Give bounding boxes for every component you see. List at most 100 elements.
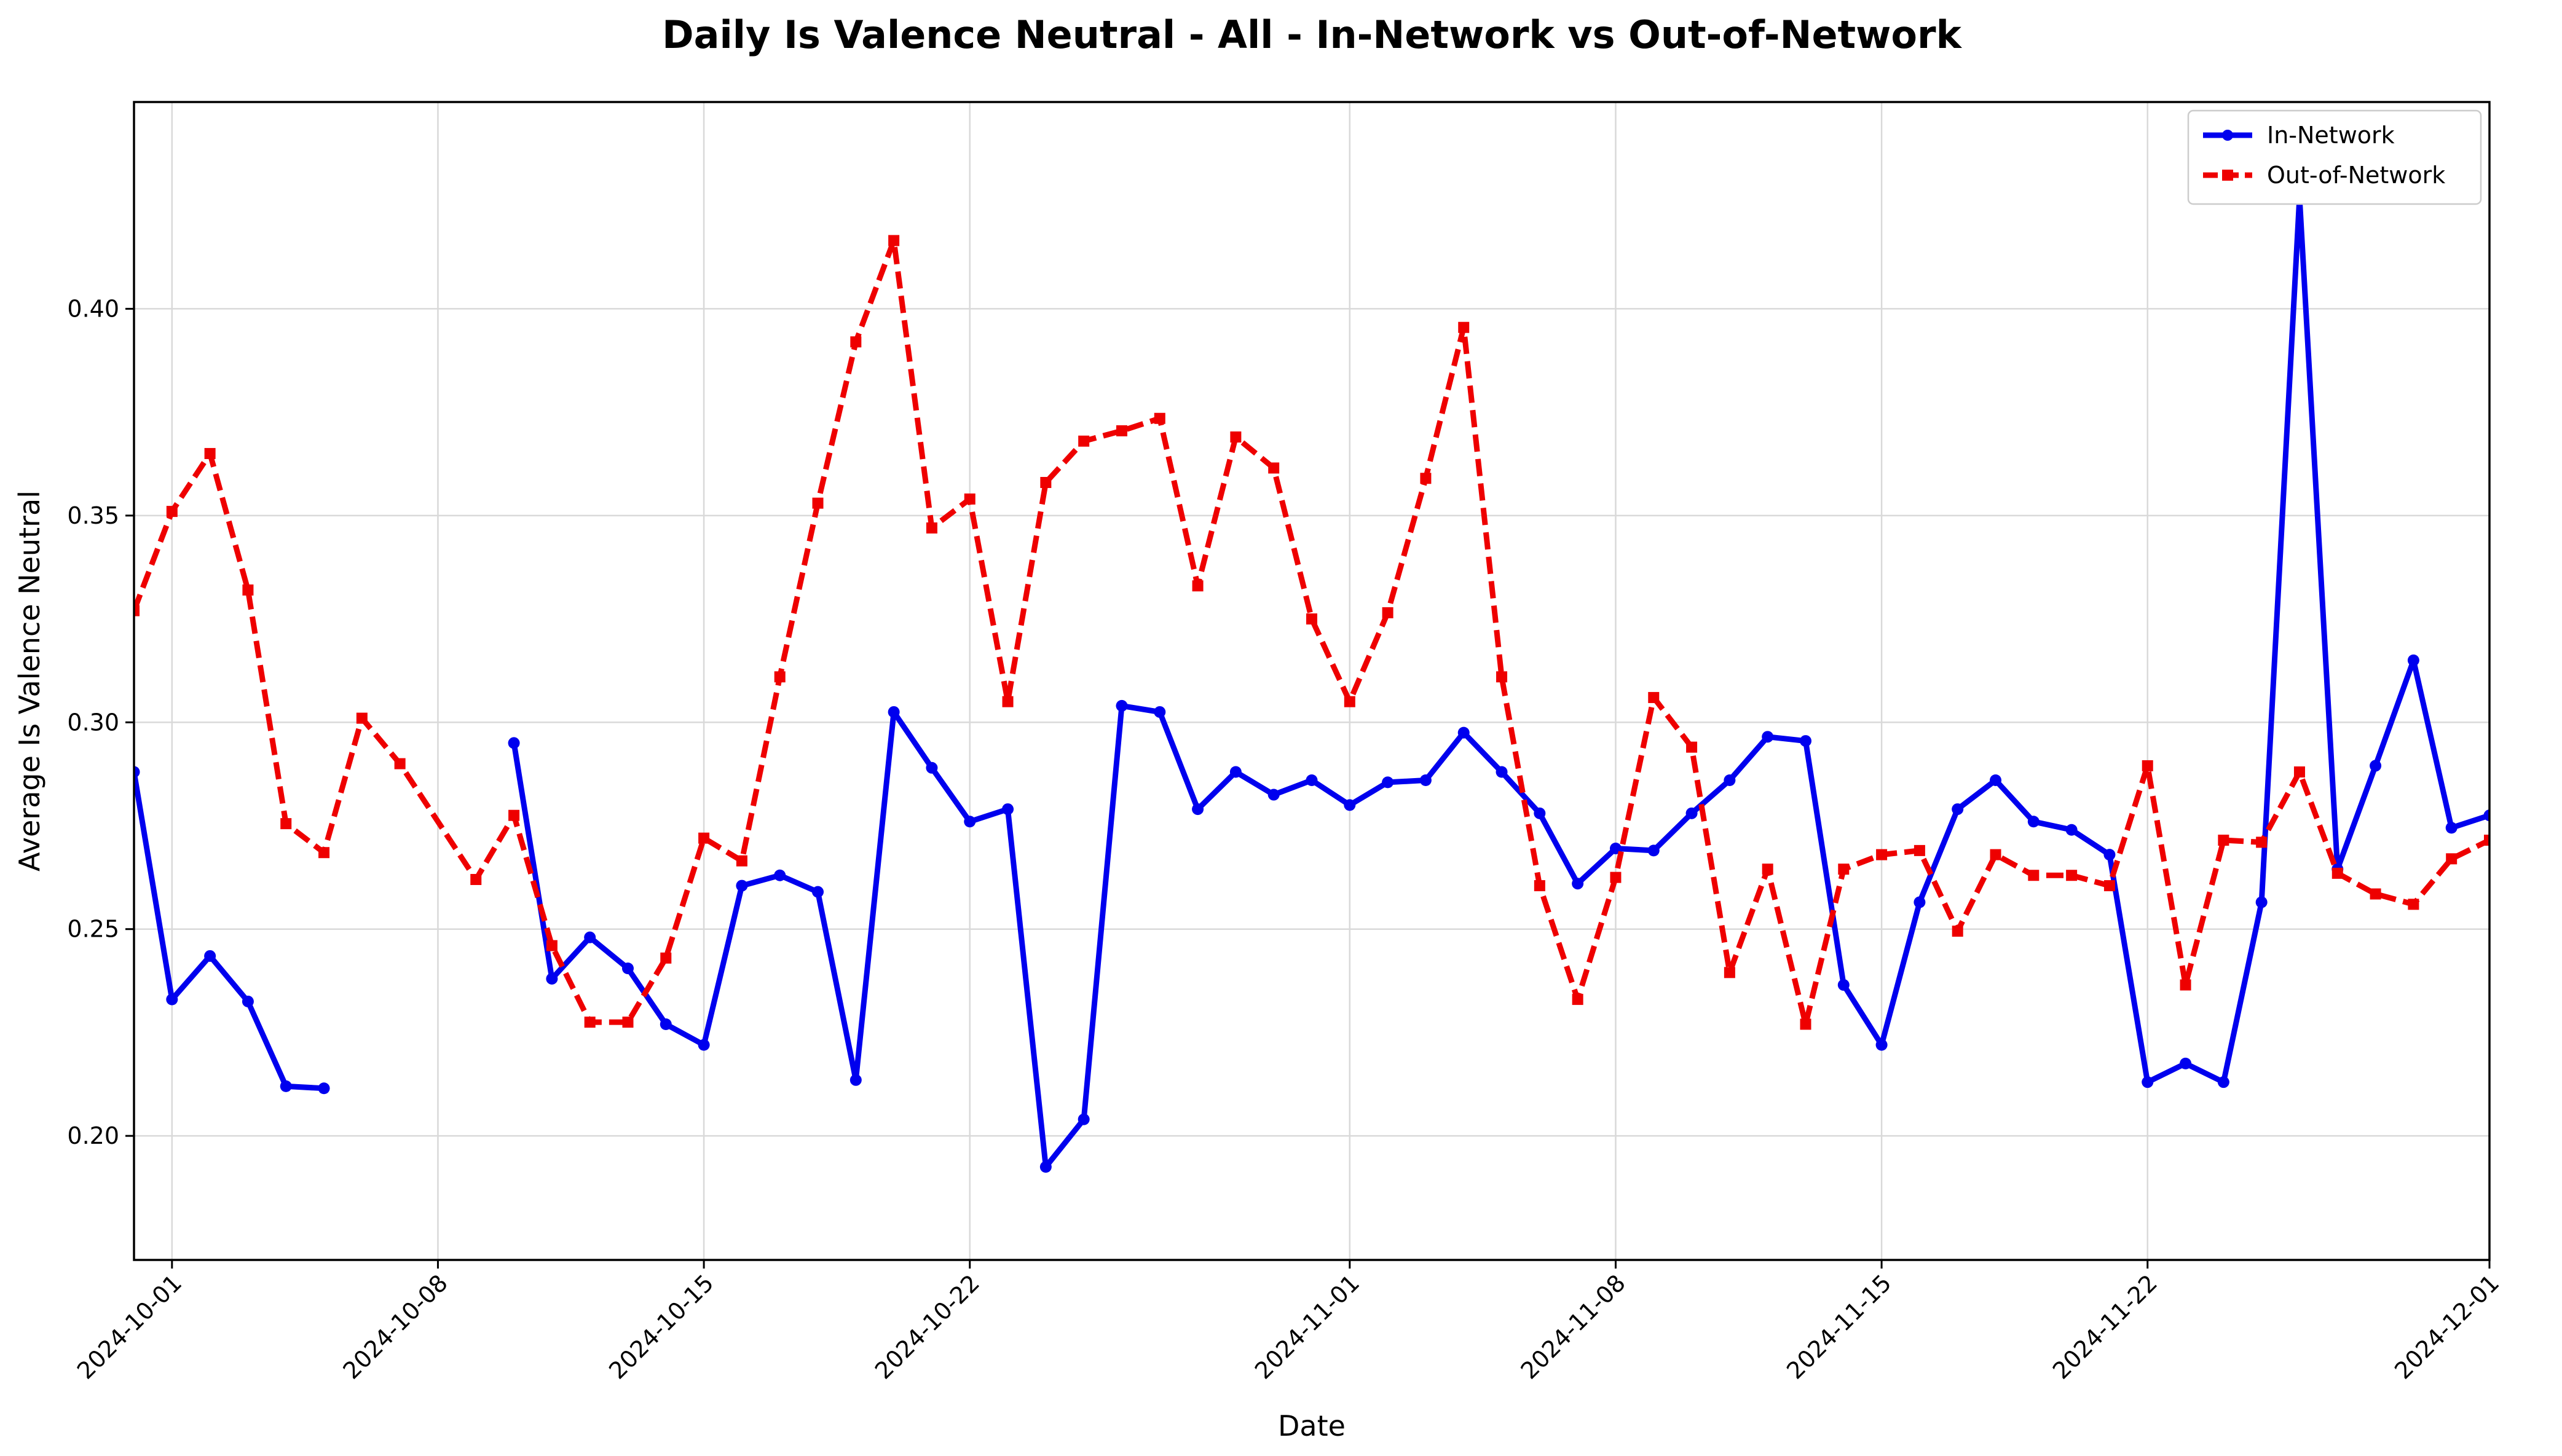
data-point-out-of-network [1116,425,1127,436]
data-point-in-network [964,816,976,828]
data-point-out-of-network [508,809,520,821]
series-in-network [134,191,2489,1173]
data-point-in-network [2027,816,2040,828]
data-point-out-of-network [1838,864,1850,875]
data-point-in-network [2370,760,2382,772]
data-point-in-network [698,1039,710,1051]
data-point-out-of-network [964,493,976,505]
data-point-out-of-network [280,818,292,830]
series-line-out-of-network [134,237,2489,1027]
y-tick-label: 0.25 [67,916,119,943]
data-point-out-of-network [2293,766,2305,778]
data-point-in-network [774,869,786,881]
data-point-out-of-network [1762,864,1773,875]
data-point-out-of-network [1230,431,1242,443]
legend-box [2187,109,2482,205]
data-point-out-of-network [2484,835,2489,846]
data-point-in-network [1724,774,1736,786]
legend-out-of-network-marker [2222,170,2233,181]
data-point-out-of-network [2028,870,2040,881]
data-point-out-of-network [1078,435,1090,447]
data-point-out-of-network [1420,473,1432,484]
legend-in-network-label: In-Network [2267,122,2395,149]
data-point-in-network [2445,822,2458,834]
data-point-out-of-network [242,584,254,596]
data-point-in-network [1229,766,1242,778]
data-point-in-network [1457,726,1470,739]
data-point-in-network [1116,699,1128,712]
data-point-out-of-network [660,952,672,964]
data-point-in-network [2065,824,2078,836]
data-point-out-of-network [774,671,786,683]
data-point-in-network [1382,776,1394,789]
y-tick-label: 0.35 [67,502,119,529]
y-tick-label: 0.30 [67,709,119,736]
data-point-out-of-network [2103,880,2115,892]
data-point-out-of-network [394,758,406,769]
data-point-out-of-network [204,447,216,459]
data-point-out-of-network [584,1017,596,1028]
data-point-out-of-network [1458,321,1470,333]
data-point-in-network [2103,849,2116,861]
y-axis-label: Average Is Valence Neutral [13,490,46,872]
data-point-out-of-network [698,832,710,844]
data-point-out-of-network [888,235,900,246]
data-point-out-of-network [2218,835,2229,846]
data-point-out-of-network [1876,849,1888,860]
y-tick-label: 0.40 [67,295,119,322]
data-point-out-of-network [2066,870,2078,881]
data-point-out-of-network [2142,760,2153,771]
legend-in-network-marker [2222,130,2233,141]
data-point-out-of-network [2370,888,2381,900]
data-point-out-of-network [1648,691,1660,703]
data-point-out-of-network [1724,967,1735,978]
data-point-out-of-network [1154,412,1165,424]
legend: In-Network Out-of-Network [2187,109,2482,205]
data-point-in-network [134,766,140,778]
data-point-in-network [508,737,520,749]
data-point-in-network [1875,1039,1888,1051]
data-point-out-of-network [1306,613,1317,625]
data-point-out-of-network [622,1017,634,1028]
data-point-in-network [849,1074,862,1086]
data-point-out-of-network [812,497,824,509]
data-point-out-of-network [2256,836,2268,848]
data-point-out-of-network [736,855,747,867]
chart-title: Daily Is Valence Neutral - All - In-Netw… [662,12,1962,57]
data-point-in-network [1192,803,1204,816]
data-point-in-network [2142,1076,2154,1088]
data-point-in-network [1267,789,1280,801]
data-point-in-network [812,886,824,898]
data-point-in-network [1154,706,1166,718]
data-point-out-of-network [1914,844,1925,856]
data-point-in-network [1685,807,1698,819]
data-point-out-of-network [850,336,862,348]
data-point-in-network [1496,766,1508,778]
data-point-out-of-network [1800,1018,1811,1030]
data-point-out-of-network [1686,741,1698,753]
plot-frame [133,101,2491,1261]
data-point-out-of-network [1002,696,1014,707]
data-point-in-network [2407,654,2419,666]
data-point-out-of-network [2408,899,2419,910]
data-point-out-of-network [1344,696,1355,707]
data-point-out-of-network [166,506,178,517]
data-point-in-network [1837,979,1850,991]
data-point-in-network [204,950,216,962]
data-point-in-network [1306,774,1318,786]
data-point-in-network [1534,807,1546,819]
data-point-out-of-network [1192,580,1204,592]
data-point-out-of-network [1040,477,1052,489]
data-point-in-network [1952,803,1964,816]
data-point-in-network [280,1080,292,1092]
data-point-in-network [1039,1161,1052,1173]
data-point-in-network [1002,803,1014,816]
data-point-in-network [1572,878,1584,890]
data-point-out-of-network [1496,671,1508,683]
series-layer [134,191,2489,1173]
x-axis-label: Date [1278,1409,1346,1442]
data-point-out-of-network [2446,853,2458,865]
data-point-out-of-network [1382,607,1393,618]
data-point-in-network [1990,774,2002,786]
